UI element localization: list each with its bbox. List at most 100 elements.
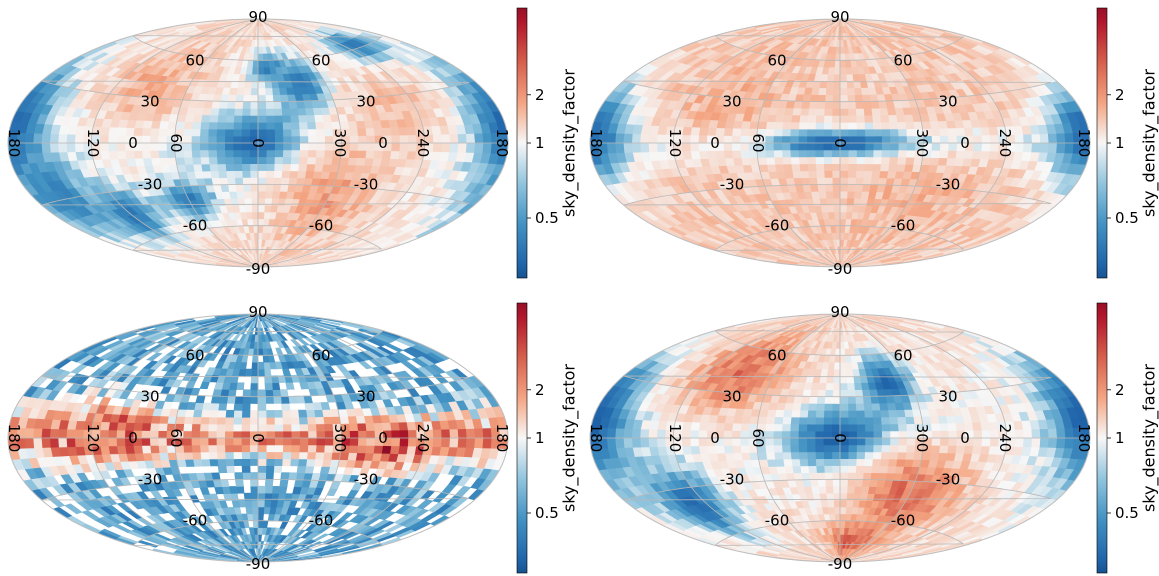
density-cell [282,142,292,151]
density-cell [249,170,259,178]
map-border [7,18,509,268]
density-cell [887,163,898,172]
density-cell [24,142,35,154]
density-cell [631,133,641,144]
density-cell [242,101,251,109]
density-cell [209,170,220,179]
density-cell [274,142,284,151]
density-cell [241,115,251,123]
density-cell [364,150,375,159]
density-cell [897,128,907,137]
density-cell [856,135,866,144]
density-cell [305,114,316,123]
density-cell [806,128,816,137]
density-cell [157,127,168,137]
density-cell [215,135,226,144]
density-cell [279,479,289,487]
density-cell [854,94,864,102]
south-pole-label: -90 [828,260,853,278]
density-cell [847,156,857,164]
density-cell [880,156,890,165]
density-cell [938,127,949,136]
density-cell [262,225,269,234]
density-cell [1039,142,1049,153]
density-cell [257,94,266,103]
density-cell [844,59,852,68]
density-cell [872,121,882,130]
density-cell [847,170,857,178]
density-cell [832,190,841,199]
density-cell [357,142,367,151]
longitude-label: 180 [5,129,23,158]
density-cell [606,142,617,154]
density-cell [243,87,252,96]
density-cell [839,73,847,82]
density-cell [872,128,882,137]
density-cell [257,87,266,96]
density-cell [263,499,272,508]
density-cell [207,128,218,137]
density-cell [199,142,209,151]
density-cell [264,190,273,199]
density-cell [290,142,301,151]
density-cell [937,157,948,166]
density-cell [839,190,848,199]
density-cell [689,142,700,152]
density-cell [257,506,265,515]
density-cell [356,127,367,136]
latitude-label-left: -60 [183,217,208,235]
density-cell [293,479,304,488]
latitude-label-right: 60 [311,51,330,69]
density-cell [839,170,849,178]
density-cell [839,122,849,130]
density-cell [432,133,442,144]
density-cell [348,149,359,159]
density-cell [250,87,259,96]
density-cell [240,135,250,144]
latitude-label-right: 30 [938,93,957,111]
density-cell [257,149,267,158]
density-cell [789,135,799,144]
density-cell [304,107,315,116]
density-cell [347,120,358,129]
density-cell [224,121,234,130]
density-cell [839,87,848,96]
density-cell [1014,133,1024,144]
density-cell [806,156,816,165]
density-cell [265,163,275,171]
density-cell [108,126,119,136]
density-cell [282,135,292,144]
density-cell [273,121,284,130]
density-cell [869,177,880,186]
latitude-label-right: 0 [960,134,970,152]
density-cell [241,156,251,164]
density-cell [274,149,284,158]
density-cell [49,142,59,153]
density-cell [158,120,169,129]
colorbar-gradient [516,7,528,279]
density-cell [847,108,857,116]
density-cell [234,184,244,192]
density-cell [265,108,275,116]
density-cell [824,94,834,102]
density-cell [860,191,870,199]
longitude-label: 120 [84,129,102,158]
density-cell [232,156,243,165]
density-cell [839,149,849,158]
density-cell [272,184,282,192]
density-cell [279,94,289,102]
density-cell [265,128,275,137]
density-cell [286,93,297,102]
density-cell [946,127,957,136]
density-cell [739,149,750,159]
density-cell [947,135,958,144]
density-cell [357,135,367,144]
density-cell [280,472,290,480]
density-cell [844,52,851,61]
density-cell [278,486,288,494]
density-cell [1030,142,1041,153]
density-cell [257,472,267,480]
density-cell [870,107,881,116]
density-cell [216,156,226,165]
density-cell [872,156,882,165]
